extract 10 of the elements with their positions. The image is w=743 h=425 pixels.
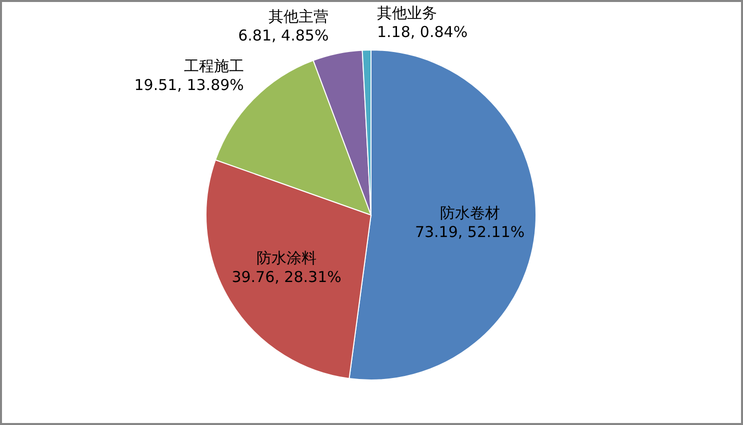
slice-label: 防水卷材: [440, 204, 500, 222]
slice-label: 防水涂料: [256, 249, 317, 268]
data-label: 73.19, 52.11%: [414, 223, 525, 242]
data-label: 1.18, 0.84%: [377, 22, 468, 41]
data-label: 19.51, 13.89%: [134, 76, 244, 94]
data-label: 39.76, 28.31%: [232, 268, 342, 286]
data-label: 6.81, 4.85%: [238, 26, 329, 45]
slice-label: 其他业务: [377, 4, 437, 22]
slice-label: 其他主营: [268, 8, 329, 26]
slice-label: 工程施工: [184, 57, 244, 76]
